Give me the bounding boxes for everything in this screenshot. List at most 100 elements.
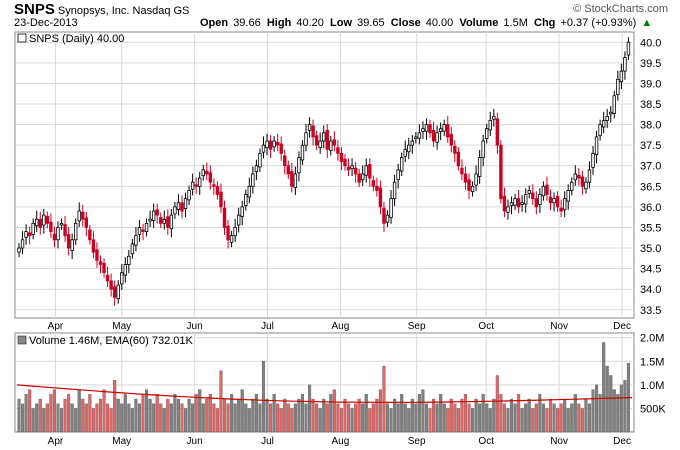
volume-bar bbox=[297, 398, 301, 433]
candle-body bbox=[470, 185, 475, 193]
candle-body bbox=[268, 140, 273, 150]
candle-body bbox=[304, 132, 308, 146]
volume-bar bbox=[577, 403, 581, 433]
candle-body bbox=[531, 192, 535, 200]
candle-body bbox=[353, 167, 358, 175]
candle-body bbox=[385, 214, 390, 223]
volume-bar bbox=[573, 394, 577, 433]
candle-body bbox=[31, 222, 35, 235]
volume-bar bbox=[70, 403, 74, 433]
candle-body bbox=[38, 218, 42, 228]
volume-bar bbox=[559, 403, 563, 433]
candle-body bbox=[293, 173, 298, 188]
close-value: 40.00 bbox=[425, 17, 454, 29]
candle-body bbox=[24, 231, 28, 238]
volume-bar bbox=[371, 403, 375, 433]
volume-bar bbox=[219, 370, 223, 433]
volume-bar bbox=[113, 379, 117, 433]
volume-bar bbox=[159, 403, 163, 433]
candle-body bbox=[336, 147, 340, 154]
candle-body bbox=[84, 217, 89, 228]
volume-bar bbox=[251, 398, 255, 433]
candle-body bbox=[169, 214, 174, 230]
open-value: 39.66 bbox=[233, 17, 261, 29]
volume-bar bbox=[17, 398, 21, 433]
volume-x-tick-label: Sep bbox=[408, 436, 426, 447]
volume-bar bbox=[56, 403, 60, 433]
price-legend-icon bbox=[17, 33, 27, 43]
candle-body bbox=[116, 284, 120, 300]
volume-bar bbox=[595, 384, 599, 433]
volume-legend-icon bbox=[17, 335, 27, 345]
volume-bar bbox=[449, 398, 453, 433]
volume-bar bbox=[148, 398, 152, 433]
candle-body bbox=[573, 173, 578, 181]
candle-body bbox=[566, 190, 570, 202]
candle-body bbox=[392, 181, 397, 200]
volume-bar bbox=[375, 398, 379, 433]
volume-bar bbox=[63, 398, 67, 433]
candle-body bbox=[609, 111, 613, 115]
exchange-name: Nasdaq GS bbox=[132, 5, 190, 17]
candle-body bbox=[314, 135, 319, 146]
candle-body bbox=[123, 264, 128, 276]
candle-body bbox=[485, 128, 489, 139]
candle-body bbox=[570, 181, 574, 191]
volume-bar bbox=[116, 398, 120, 433]
price-y-tick-label: 39.0 bbox=[640, 78, 661, 90]
candle-body bbox=[428, 124, 432, 134]
volume-bar bbox=[318, 408, 322, 433]
candle-body bbox=[619, 70, 624, 83]
volume-bar bbox=[261, 361, 266, 433]
candle-body bbox=[396, 169, 400, 181]
volume-bar bbox=[141, 394, 145, 433]
chart-header-left: SNPS Synopsys, Inc. Nasdaq GS bbox=[14, 1, 189, 18]
volume-bar bbox=[414, 403, 418, 433]
volume-bar bbox=[591, 389, 595, 433]
volume-bar bbox=[421, 389, 425, 433]
candle-body bbox=[509, 202, 514, 207]
candle-body bbox=[208, 172, 213, 183]
candle-body bbox=[332, 139, 337, 146]
price-x-tick-label: May bbox=[112, 321, 131, 332]
candle-body bbox=[527, 190, 531, 194]
volume-bar bbox=[24, 394, 28, 433]
volume-bar bbox=[162, 408, 166, 433]
candle-body bbox=[215, 185, 220, 195]
candle-body bbox=[166, 216, 170, 228]
candle-body bbox=[219, 191, 223, 208]
volume-bar bbox=[485, 403, 489, 433]
candle-body bbox=[198, 177, 202, 187]
candle-body bbox=[127, 255, 131, 265]
candle-body bbox=[183, 198, 188, 209]
volume-bar bbox=[453, 403, 457, 433]
candle-body bbox=[155, 209, 159, 216]
candle-body bbox=[240, 206, 244, 217]
candle-body bbox=[318, 140, 322, 149]
volume-bar bbox=[354, 403, 358, 433]
volume-x-tick-label: Jul bbox=[261, 436, 274, 447]
volume-bar bbox=[548, 398, 553, 433]
volume-bar bbox=[513, 403, 517, 433]
candle-body bbox=[591, 152, 595, 168]
candle-body bbox=[134, 235, 138, 246]
volume-bar bbox=[389, 408, 393, 433]
candle-body bbox=[141, 229, 145, 232]
candle-body bbox=[438, 128, 443, 132]
candle-body bbox=[112, 286, 117, 298]
candle-body bbox=[460, 167, 464, 175]
candle-body bbox=[300, 144, 305, 161]
candle-body bbox=[368, 164, 372, 179]
candle-body bbox=[109, 280, 113, 290]
volume-bar bbox=[602, 342, 606, 433]
candle-body bbox=[601, 120, 606, 128]
candle-body bbox=[502, 195, 507, 212]
volume-bar bbox=[286, 403, 290, 433]
candle-body bbox=[555, 195, 560, 208]
candle-body bbox=[77, 210, 81, 222]
candle-body bbox=[513, 198, 517, 206]
candle-body bbox=[56, 227, 60, 241]
candle-body bbox=[492, 115, 496, 120]
candle-body bbox=[424, 124, 429, 132]
